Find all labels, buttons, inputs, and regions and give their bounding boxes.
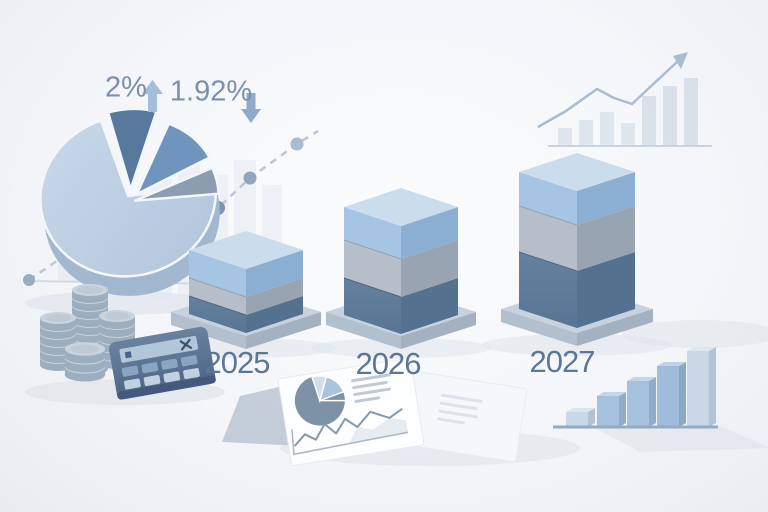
arrow-up-icon	[142, 80, 163, 112]
arrow-down-icon	[241, 93, 261, 123]
growth-down-value: 1.92%	[169, 75, 253, 108]
coin-stack-front	[64, 342, 106, 382]
pie-chart-icon	[39, 107, 220, 296]
mini-bar-chart-icon	[553, 347, 718, 429]
multiply-icon	[179, 338, 193, 351]
year-label-2027: 2027	[529, 344, 596, 379]
stacked-column-2025	[171, 231, 321, 349]
mini-chart-shadow	[595, 426, 768, 452]
pie-medium-slice	[135, 122, 211, 196]
mini-bar	[597, 392, 626, 427]
stacked-column-2026	[326, 188, 476, 349]
pie-main-slice	[39, 119, 217, 278]
document-pie-icon	[294, 375, 346, 426]
front-paper	[277, 357, 425, 466]
document-line-chart-icon	[291, 407, 409, 456]
calculator-icon	[109, 326, 216, 400]
mini-bar	[687, 347, 716, 427]
pie-side	[41, 177, 220, 296]
mini-bar	[657, 362, 686, 427]
calculator-buttons-row2	[124, 368, 200, 390]
mini-bar	[566, 408, 595, 427]
report-documents-icon	[222, 357, 580, 466]
year-label-2025: 2025	[204, 345, 271, 380]
mini-bar	[627, 377, 656, 427]
year-label-2026: 2026	[355, 346, 422, 381]
background-bar-chart-icon	[548, 78, 712, 147]
stacked-column-2027	[501, 153, 653, 346]
document-text-lines	[351, 373, 391, 403]
floor-shadow-right	[622, 320, 768, 348]
calculator-buttons-row1	[121, 355, 198, 377]
growth-arrow-icon	[537, 52, 688, 129]
growth-up-value: 2%	[105, 71, 147, 104]
pie-gray-slice	[133, 166, 220, 202]
